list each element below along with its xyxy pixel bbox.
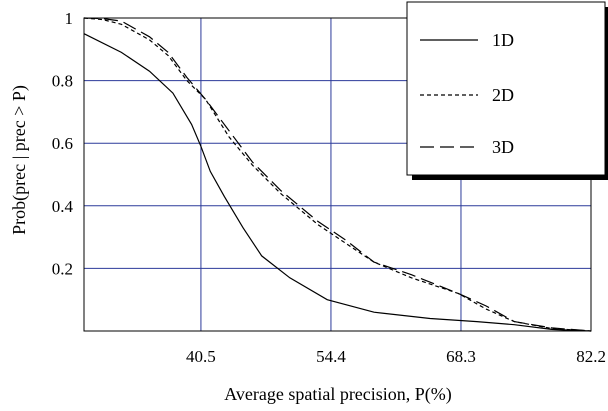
y-tick-label: 0.2 xyxy=(52,259,73,278)
series-lines xyxy=(83,17,592,332)
legend-label-1D: 1D xyxy=(492,30,514,50)
series-line-1D xyxy=(83,33,592,332)
x-tick-label: 68.3 xyxy=(446,347,476,366)
legend-label-3D: 3D xyxy=(492,137,514,157)
legend-box xyxy=(406,1,606,176)
x-axis-label: Average spatial precision, P(%) xyxy=(224,384,452,405)
tick-labels: 40.5 54.4 68.3 82.2 0.2 0.4 0.6 0.8 1 xyxy=(52,9,606,366)
legend-label-2D: 2D xyxy=(492,85,514,105)
y-tick-label: 0.4 xyxy=(52,197,74,216)
series-line-2D xyxy=(83,17,592,332)
series-line-3D xyxy=(83,17,592,332)
y-tick-label: 0.8 xyxy=(52,72,73,91)
y-tick-label: 1 xyxy=(65,9,74,28)
y-axis-label: Prob(prec | prec > P) xyxy=(9,85,30,235)
y-tick-label: 0.6 xyxy=(52,134,73,153)
x-tick-label: 40.5 xyxy=(186,347,216,366)
legend: 1D 2D 3D xyxy=(406,1,608,180)
x-tick-label: 54.4 xyxy=(316,347,346,366)
x-tick-label: 82.2 xyxy=(576,347,606,366)
